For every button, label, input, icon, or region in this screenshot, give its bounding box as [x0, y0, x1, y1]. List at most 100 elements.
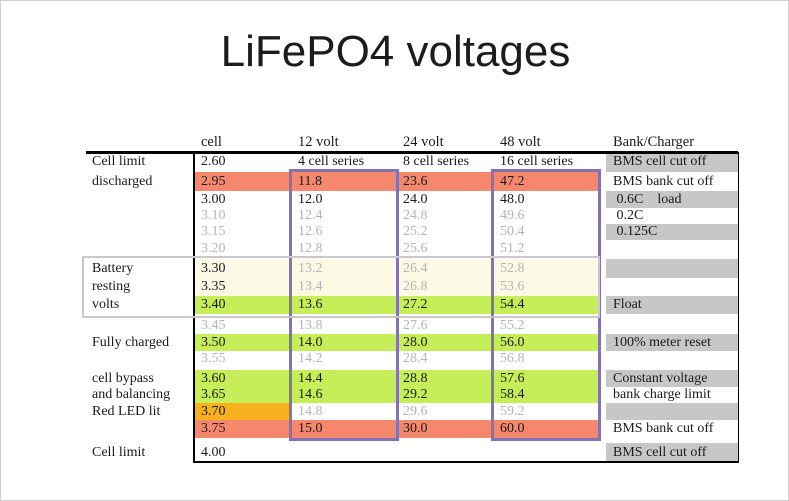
row-label [86, 351, 194, 367]
bank-charger-cell: bank charge limit [613, 387, 711, 402]
voltage-24v: 25.6 [403, 241, 428, 256]
row-label [86, 318, 194, 334]
table-row: 3.55 14.2 28.4 56.8 [86, 351, 738, 367]
row-label: volts [92, 297, 120, 312]
voltage-12v: 14.8 [298, 404, 323, 419]
voltage-48v: 50.4 [500, 224, 525, 239]
voltage-12v: 15.0 [291, 420, 396, 438]
voltage-24v: 27.6 [403, 318, 428, 333]
voltage-12v: 12.4 [298, 208, 323, 223]
table-row: 3.10 12.4 24.8 49.6 0.2C [86, 208, 738, 224]
voltage-12v: 14.0 [291, 334, 396, 351]
cell-voltage: 3.65 [194, 387, 291, 403]
voltage-12v: 13.4 [291, 278, 396, 296]
voltage-24v: 23.6 [396, 172, 493, 191]
column-spacer [598, 351, 606, 367]
table-header-row: cell 12 volt 24 volt 48 volt Bank/Charger [86, 132, 738, 152]
column-spacer [598, 224, 606, 240]
cell-voltage: 4.00 [201, 445, 226, 460]
bank-charger-cell: BMS cell cut off [606, 443, 738, 463]
voltage-48v: 47.2 [493, 172, 598, 191]
voltage-24v: 8 cell series [403, 154, 470, 169]
column-spacer [598, 387, 606, 403]
row-label [86, 420, 194, 438]
column-header: 12 volt [298, 134, 339, 150]
bank-charger-cell: BMS bank cut off [613, 174, 714, 189]
voltage-24v: 29.6 [403, 404, 428, 419]
table-row: and balancing 3.65 14.6 29.2 58.4 bank charge… [86, 387, 738, 403]
voltage-48v: 55.2 [500, 318, 525, 333]
cell-voltage: 3.70 [194, 403, 291, 420]
cell-voltage: 3.20 [201, 241, 226, 256]
voltage-24v: 27.2 [396, 296, 493, 314]
voltage-48v [493, 443, 598, 463]
cell-voltage: 3.30 [194, 259, 291, 278]
table-row: 3.45 13.8 27.6 55.2 [86, 318, 738, 334]
bank-charger-cell: Constant voltage [606, 370, 738, 387]
voltage-24v: 28.8 [396, 370, 493, 387]
row-label: resting [92, 279, 131, 294]
cell-voltage: 3.40 [194, 296, 291, 314]
voltage-48v: 56.8 [500, 351, 525, 366]
table-row: Cell limit 2.60 4 cell series 8 cell series… [86, 152, 738, 172]
voltage-24v: 30.0 [396, 420, 493, 438]
voltage-48v: 60.0 [493, 420, 598, 438]
bank-charger-cell [606, 318, 738, 334]
voltage-48v: 56.0 [493, 334, 598, 351]
column-spacer [598, 318, 606, 334]
cell-voltage: 3.00 [201, 192, 226, 207]
voltage-24v: 26.4 [396, 259, 493, 278]
voltage-24v: 25.2 [403, 224, 428, 239]
cell-voltage: 3.35 [194, 278, 291, 296]
cell-voltage: 3.50 [194, 334, 291, 351]
voltage-24v: 26.8 [396, 278, 493, 296]
voltage-48v: 52.8 [493, 259, 598, 278]
cell-voltage: 3.60 [194, 370, 291, 387]
bank-charger-cell: BMS bank cut off [613, 421, 714, 436]
column-spacer [598, 296, 606, 314]
bank-charger-cell: 0.6C load [606, 191, 738, 208]
table-row: 3.00 12.0 24.0 48.0 0.6C load [86, 191, 738, 208]
table-row: Fully charged 3.50 14.0 28.0 56.0 100% meter … [86, 334, 738, 351]
bank-charger-cell: BMS cell cut off [606, 152, 738, 172]
row-label [86, 240, 194, 257]
voltage-12v: 13.8 [298, 318, 323, 333]
table-row: 3.20 12.8 25.6 51.2 [86, 240, 738, 257]
voltage-12v: 14.4 [291, 370, 396, 387]
column-header: 48 volt [500, 134, 541, 150]
row-label: Battery [92, 261, 134, 276]
bank-charger-cell [606, 259, 738, 278]
voltage-48v: 58.4 [493, 387, 598, 403]
voltage-48v: 53.6 [493, 278, 598, 296]
row-label: Fully charged [92, 335, 170, 350]
voltage-12v: 12.6 [298, 224, 323, 239]
voltage-48v: 16 cell series [500, 154, 574, 169]
column-spacer [598, 240, 606, 257]
voltage-12v: 12.0 [298, 192, 323, 207]
bank-charger-cell [606, 240, 738, 257]
voltage-24v [396, 443, 493, 463]
column-header: 24 volt [403, 134, 444, 150]
bank-charger-cell: 0.125C [606, 224, 738, 240]
row-label: and balancing [92, 387, 171, 402]
column-spacer [598, 152, 606, 172]
bank-charger-cell: 0.2C [613, 208, 644, 223]
table-row: Cell limit 4.00 BMS cell cut off [86, 443, 738, 463]
voltage-48v: 48.0 [500, 192, 525, 207]
column-spacer [598, 420, 606, 438]
table-row: resting 3.35 13.4 26.8 53.6 [86, 278, 738, 296]
table-row: Red LED lit 3.70 14.8 29.6 59.2 [86, 403, 738, 420]
column-spacer [598, 278, 606, 296]
row-label: discharged [92, 174, 153, 189]
row-label: Cell limit [92, 445, 146, 460]
column-spacer [598, 403, 606, 420]
table-row: cell bypass 3.60 14.4 28.8 57.6 Constant volt… [86, 370, 738, 387]
bank-charger-cell [606, 403, 738, 420]
voltage-24v: 29.2 [396, 387, 493, 403]
table-row: 3.15 12.6 25.2 50.4 0.125C [86, 224, 738, 240]
voltage-12v: 13.6 [291, 296, 396, 314]
column-spacer [598, 208, 606, 224]
voltage-12v: 4 cell series [298, 154, 365, 169]
column-spacer [598, 259, 606, 278]
slide-title: LiFePO4 voltages [220, 27, 571, 76]
